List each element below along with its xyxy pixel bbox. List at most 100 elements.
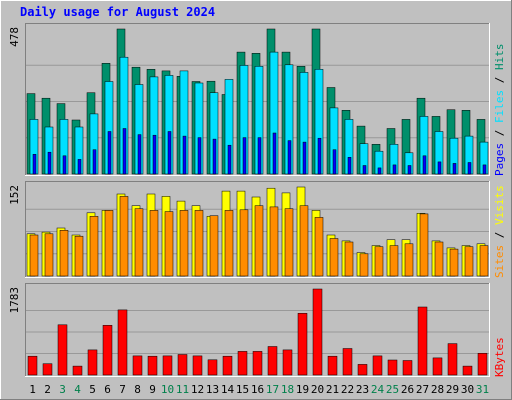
bar-pages-day-30 — [467, 162, 472, 175]
bar-pages-day-19 — [302, 141, 307, 175]
bar-pages-day-31 — [482, 164, 487, 175]
bar-pages-day-7 — [122, 128, 127, 175]
bar-pages-day-28 — [437, 161, 442, 175]
y-max-label: 152 — [8, 185, 21, 205]
x-tick-label-day-17: 17 — [266, 383, 279, 396]
bar-sites-day-3 — [59, 230, 69, 277]
bar-kbytes-day-20 — [312, 288, 323, 376]
bar-pages-day-6 — [107, 131, 112, 175]
bar-pages-day-14 — [227, 144, 232, 175]
bar-kbytes-day-25 — [387, 359, 398, 376]
legend-part-4: / — [493, 70, 506, 90]
bar-pages-day-15 — [242, 137, 247, 175]
chart-title: Daily usage for August 2024 — [20, 5, 215, 19]
bar-kbytes-day-30 — [462, 365, 473, 376]
bar-sites-day-14 — [224, 210, 234, 277]
x-tick-label-day-1: 1 — [29, 383, 36, 396]
y-max-label: 478 — [8, 27, 21, 47]
bar-sites-day-2 — [44, 233, 54, 277]
x-tick-label-day-20: 20 — [311, 383, 324, 396]
x-tick-label-day-12: 12 — [191, 383, 204, 396]
bar-kbytes-day-18 — [282, 349, 293, 376]
bar-pages-day-20 — [317, 137, 322, 175]
x-tick-label-day-14: 14 — [221, 383, 235, 396]
legend-part-1: Sites — [493, 245, 506, 278]
x-tick-label-day-18: 18 — [281, 383, 294, 396]
x-tick-label-day-11: 11 — [176, 383, 189, 396]
bar-sites-day-9 — [149, 210, 159, 277]
bar-sites-day-21 — [329, 238, 339, 277]
x-tick-label-day-2: 2 — [44, 383, 51, 396]
bar-sites-day-19 — [299, 205, 309, 277]
bar-kbytes-day-16 — [252, 351, 263, 376]
bar-sites-day-23 — [359, 253, 369, 277]
bar-kbytes-day-9 — [147, 355, 158, 376]
x-tick-label-day-26: 26 — [401, 383, 414, 396]
bar-pages-day-11 — [182, 135, 187, 175]
panel-hits-files-pages: 478 Pages / Files / Hits — [8, 23, 506, 176]
bar-sites-day-5 — [89, 216, 99, 277]
bar-sites-day-28 — [434, 241, 444, 277]
bar-kbytes-day-14 — [222, 355, 233, 376]
panel-visits-sites: 152 Sites / Visits — [8, 181, 506, 278]
bar-kbytes-day-19 — [297, 313, 308, 376]
x-tick-label-day-3: 3 — [59, 383, 66, 396]
bar-sites-day-12 — [194, 210, 204, 277]
bar-kbytes-day-7 — [117, 309, 128, 376]
x-tick-label-day-24: 24 — [371, 383, 385, 396]
bar-kbytes-day-8 — [132, 355, 143, 376]
bar-kbytes-day-5 — [87, 349, 98, 376]
x-tick-label-day-15: 15 — [236, 383, 249, 396]
bar-sites-day-17 — [269, 206, 279, 277]
bar-sites-day-6 — [104, 210, 114, 277]
bar-sites-day-1 — [29, 234, 39, 277]
bar-pages-day-24 — [377, 167, 382, 175]
bar-sites-day-11 — [179, 210, 189, 277]
legend-part-3: Visits — [493, 185, 506, 225]
x-tick-label-day-9: 9 — [149, 383, 156, 396]
legend-hits-files-pages: Pages / Files / Hits — [493, 44, 506, 177]
bar-pages-day-2 — [47, 151, 52, 175]
bar-kbytes-day-10 — [162, 355, 173, 376]
bar-pages-day-27 — [422, 155, 427, 175]
legend-part-1: Pages — [493, 143, 506, 176]
bar-sites-day-16 — [254, 205, 264, 277]
legend-visits-sites: Sites / Visits — [493, 185, 506, 278]
x-tick-label-day-23: 23 — [356, 383, 369, 396]
bar-sites-day-8 — [134, 208, 144, 277]
bar-pages-day-5 — [92, 149, 97, 175]
bar-sites-day-7 — [119, 196, 129, 277]
bar-pages-day-10 — [167, 131, 172, 175]
x-tick-label-day-25: 25 — [386, 383, 399, 396]
bar-kbytes-day-22 — [342, 348, 353, 376]
x-tick-label-day-22: 22 — [341, 383, 354, 396]
bar-sites-day-30 — [464, 246, 474, 277]
bar-kbytes-day-13 — [207, 359, 218, 376]
bar-pages-day-29 — [452, 163, 457, 175]
bar-kbytes-day-21 — [327, 355, 338, 376]
x-tick-label-day-7: 7 — [119, 383, 126, 396]
bar-sites-day-22 — [344, 241, 354, 277]
bar-kbytes-day-1 — [27, 355, 38, 376]
bar-kbytes-day-11 — [177, 354, 188, 376]
bar-pages-day-12 — [197, 137, 202, 175]
x-tick-label-day-27: 27 — [416, 383, 429, 396]
bar-kbytes-day-23 — [357, 364, 368, 376]
bar-sites-day-24 — [374, 246, 384, 277]
bar-pages-day-4 — [77, 159, 82, 175]
x-tick-label-day-6: 6 — [104, 383, 111, 396]
bar-kbytes-day-31 — [477, 353, 488, 376]
bar-pages-day-26 — [407, 165, 412, 175]
bar-kbytes-day-27 — [417, 306, 428, 376]
bar-kbytes-day-17 — [267, 346, 278, 376]
x-tick-label-day-28: 28 — [431, 383, 444, 396]
bar-pages-day-8 — [137, 134, 142, 175]
bar-kbytes-day-24 — [372, 355, 383, 376]
bar-kbytes-day-15 — [237, 351, 248, 376]
bar-pages-day-13 — [212, 138, 217, 175]
bar-kbytes-day-3 — [57, 324, 68, 376]
legend-part-1: KBytes — [493, 337, 506, 377]
bar-sites-day-31 — [479, 245, 489, 277]
bar-pages-day-17 — [272, 132, 277, 175]
x-tick-label-day-13: 13 — [206, 383, 219, 396]
